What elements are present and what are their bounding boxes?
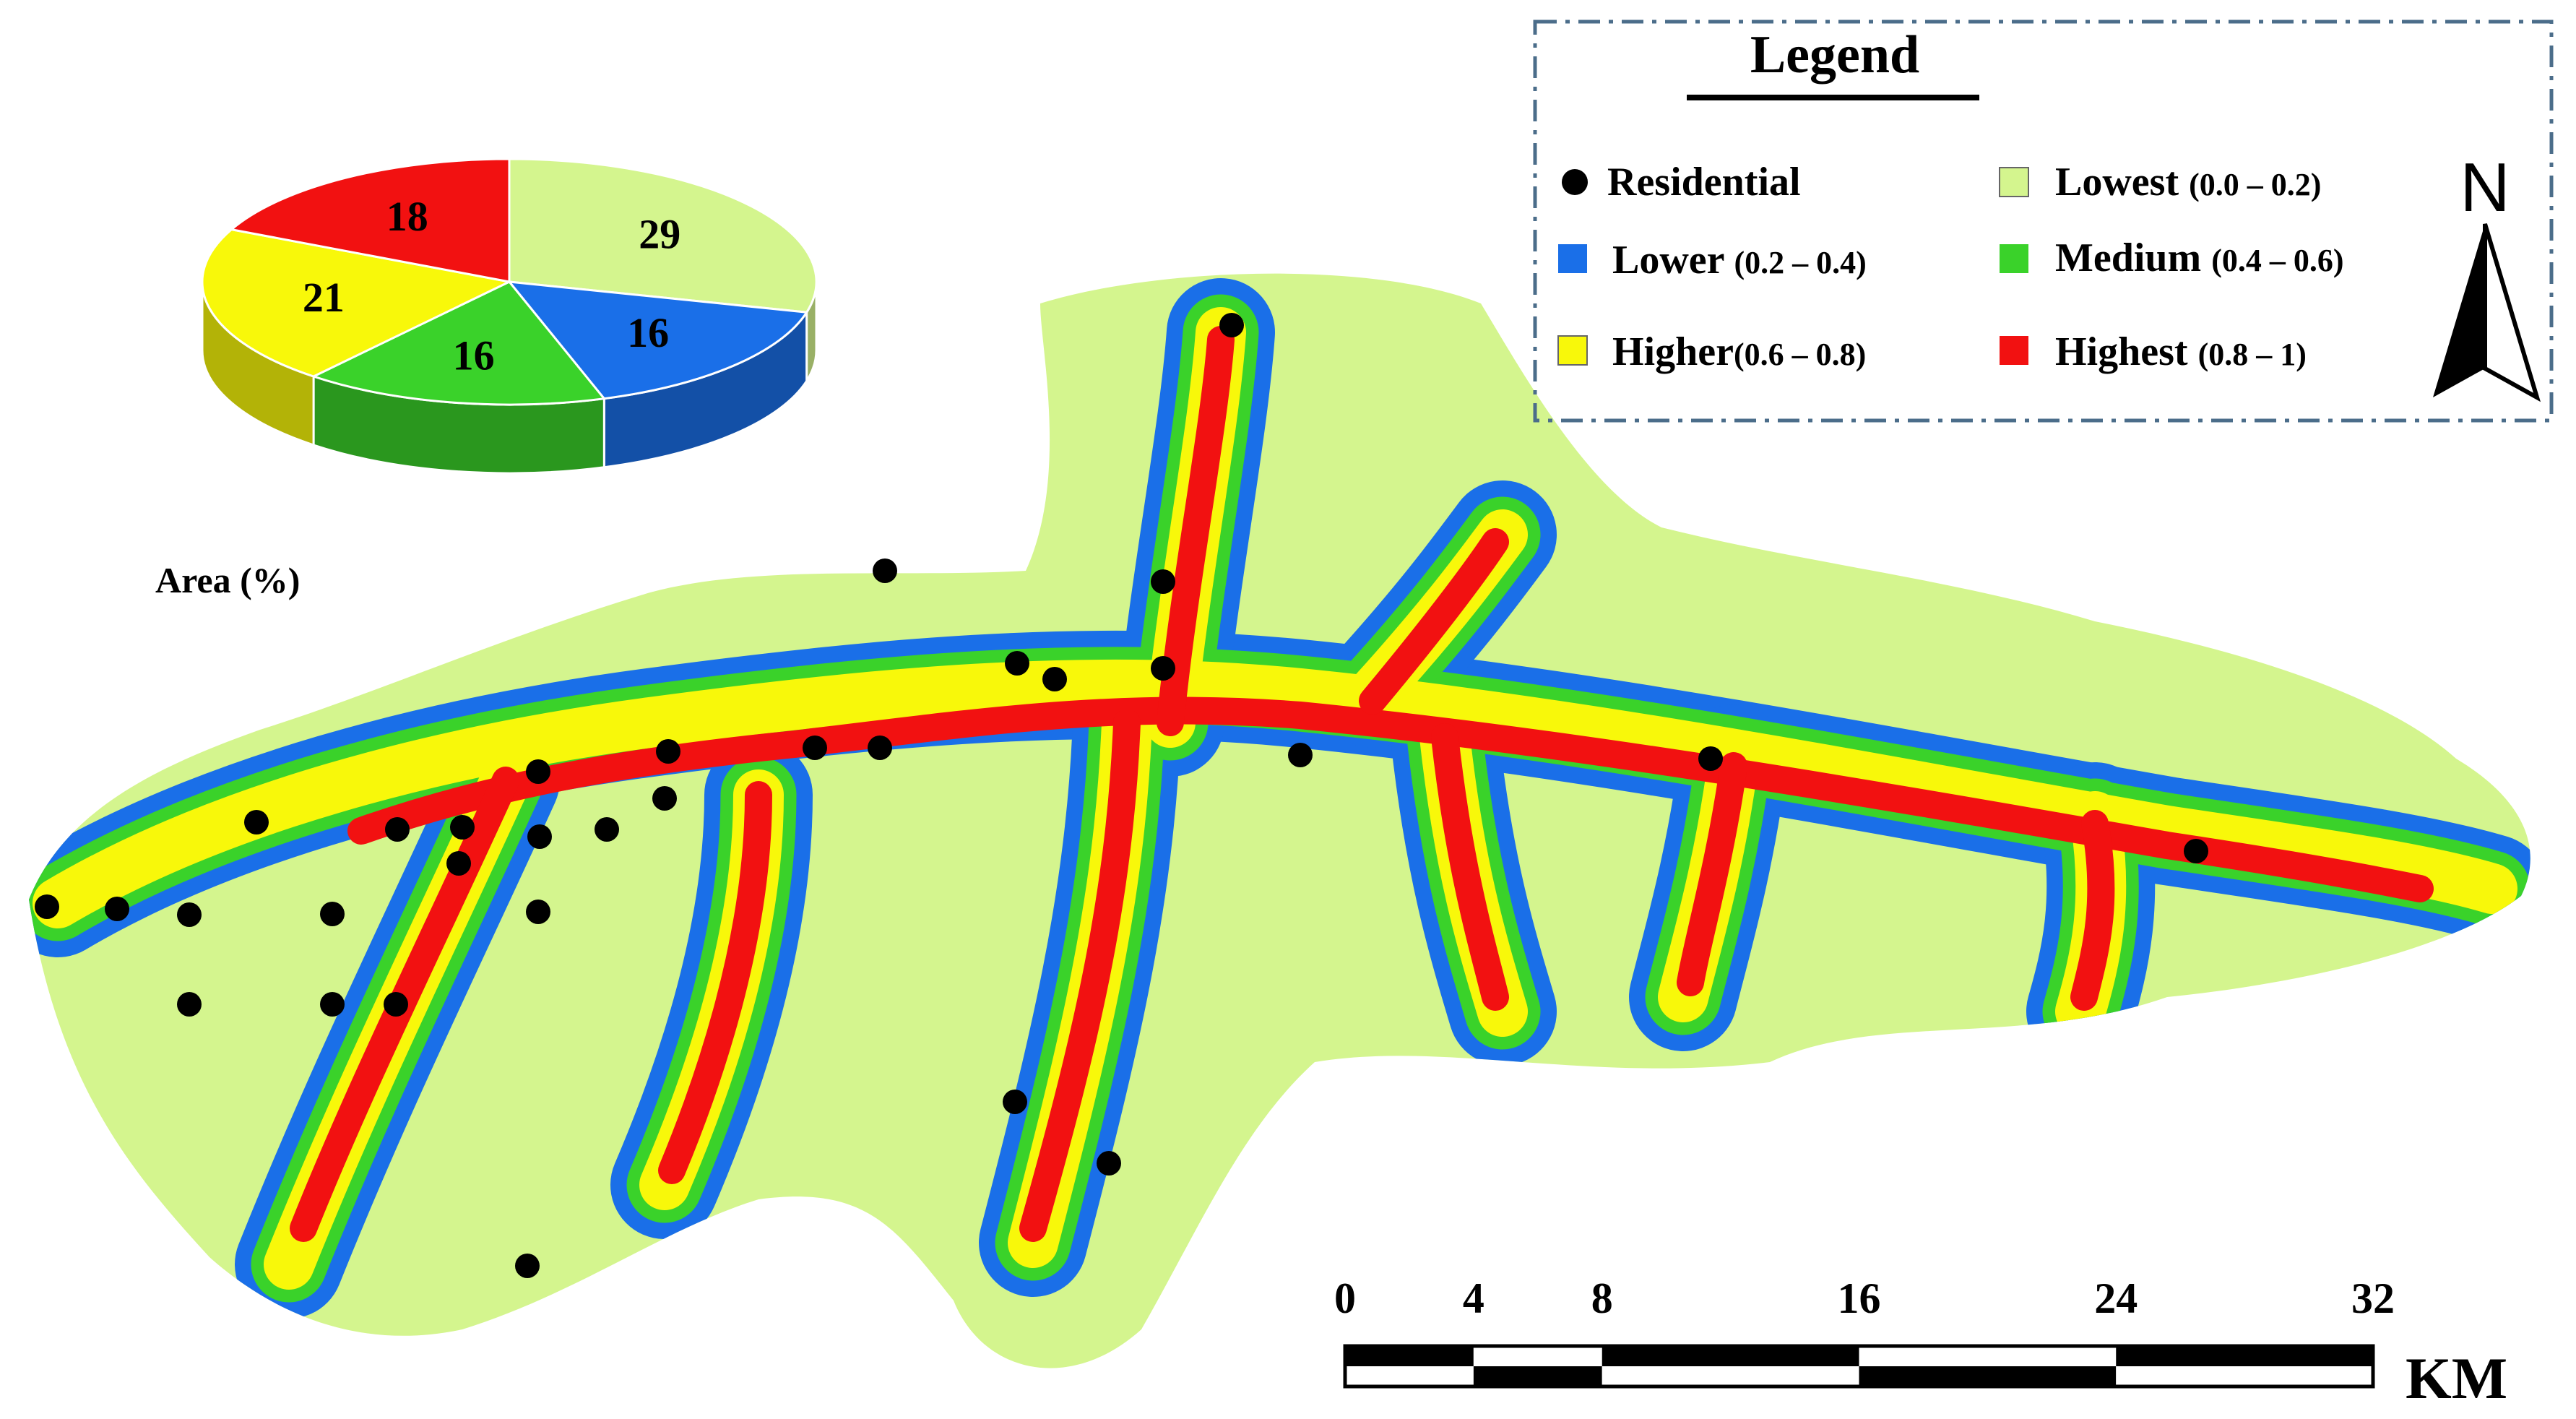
scale-segment xyxy=(1859,1346,2117,1366)
scale-tick-label: 0 xyxy=(1334,1274,1356,1322)
legend-lowest-label: Lowest (0.0 – 0.2) xyxy=(2055,160,2321,204)
area-pie-chart: 29 16 16 21 18 Area (%) xyxy=(155,158,818,600)
scale-tick-label: 4 xyxy=(1463,1274,1484,1322)
residential-point xyxy=(385,817,410,842)
pie-value-label-lowest: 29 xyxy=(639,210,680,257)
legend-residential-swatch xyxy=(1562,169,1588,195)
residential-point xyxy=(656,739,680,764)
scale-segment xyxy=(1602,1366,1859,1386)
scale-segment xyxy=(1345,1366,1474,1386)
scale-segment xyxy=(1473,1346,1602,1366)
north-arrow-light-half xyxy=(2483,223,2541,402)
residential-point xyxy=(384,992,408,1017)
north-arrow: N xyxy=(2433,149,2541,402)
residential-point xyxy=(2184,839,2208,863)
scale-segment xyxy=(2116,1346,2373,1366)
residential-point xyxy=(595,817,619,842)
legend-lower-swatch xyxy=(1558,244,1587,273)
residential-point xyxy=(526,759,550,784)
residential-point xyxy=(873,558,897,583)
residential-point xyxy=(1042,667,1067,691)
pie-value-label-lower: 16 xyxy=(627,309,669,356)
residential-point xyxy=(1003,1090,1027,1114)
legend-medium-label: Medium (0.4 – 0.6) xyxy=(2055,236,2344,280)
scale-unit-label: KM xyxy=(2406,1345,2507,1411)
residential-point xyxy=(1151,569,1175,594)
residential-point xyxy=(35,894,59,919)
residential-point xyxy=(652,786,677,811)
scale-bar-outline xyxy=(1343,1344,2375,1389)
residential-point xyxy=(1097,1151,1121,1176)
residential-point xyxy=(244,810,269,834)
residential-point xyxy=(1151,656,1175,681)
residential-point xyxy=(1698,746,1723,771)
pie-value-label-highest: 18 xyxy=(386,193,428,240)
residential-point xyxy=(1219,313,1244,337)
pie-value-label-higher: 21 xyxy=(303,274,345,321)
residential-point xyxy=(177,902,202,927)
pie-value-label-medium: 16 xyxy=(453,332,495,379)
residential-point xyxy=(868,736,892,760)
residential-point xyxy=(320,992,345,1017)
pie-axis-label: Area (%) xyxy=(155,560,300,600)
scale-segment xyxy=(1473,1366,1602,1386)
residential-point xyxy=(177,992,202,1017)
pie-slice-higher xyxy=(201,228,513,378)
scale-bar: 0 4 8 16 24 32 KM xyxy=(1334,1274,2507,1411)
scale-tick-label: 24 xyxy=(2094,1274,2138,1322)
residential-point xyxy=(446,851,471,876)
legend-frame xyxy=(1533,20,2554,423)
north-arrow-dark-half xyxy=(2433,224,2485,397)
scale-segment xyxy=(2116,1366,2373,1386)
residential-point xyxy=(515,1254,540,1278)
legend-lowest-swatch xyxy=(1999,167,2029,197)
legend-title: Legend xyxy=(1750,25,1919,85)
residential-point xyxy=(105,897,129,921)
residential-point xyxy=(803,736,827,760)
residential-point xyxy=(526,900,550,924)
residential-point xyxy=(320,902,345,926)
scale-segment xyxy=(1345,1346,1474,1366)
residential-point xyxy=(450,815,475,840)
residential-point xyxy=(1288,743,1313,767)
legend-medium-swatch xyxy=(2000,244,2028,273)
legend-highest-label: Highest (0.8 – 1) xyxy=(2055,329,2307,374)
legend-highest-swatch xyxy=(2000,336,2028,365)
scale-tick-label: 8 xyxy=(1591,1274,1613,1322)
scale-tick-label: 32 xyxy=(2351,1274,2395,1322)
pie-slice-highest xyxy=(229,158,511,283)
legend-higher-swatch xyxy=(1557,335,1588,366)
scale-segment xyxy=(1859,1366,2117,1386)
pie-slice-lower xyxy=(506,280,809,400)
residential-points xyxy=(35,313,2208,1278)
legend-higher-label: Higher(0.6 – 0.8) xyxy=(1612,329,1866,374)
legend-lower-label: Lower (0.2 – 0.4) xyxy=(1612,238,1867,282)
pie-slice-lowest xyxy=(508,158,818,314)
residential-point xyxy=(527,824,552,849)
north-arrow-label: N xyxy=(2460,149,2510,226)
legend-residential-label: Residential xyxy=(1607,160,1801,204)
legend: Legend Residential Lower (0.2 – 0.4) Hig… xyxy=(1533,20,2554,423)
scale-tick-label: 16 xyxy=(1838,1274,1881,1322)
pie-slice-medium xyxy=(311,280,607,406)
residential-point xyxy=(1005,651,1029,676)
scale-segment xyxy=(1602,1346,1859,1366)
